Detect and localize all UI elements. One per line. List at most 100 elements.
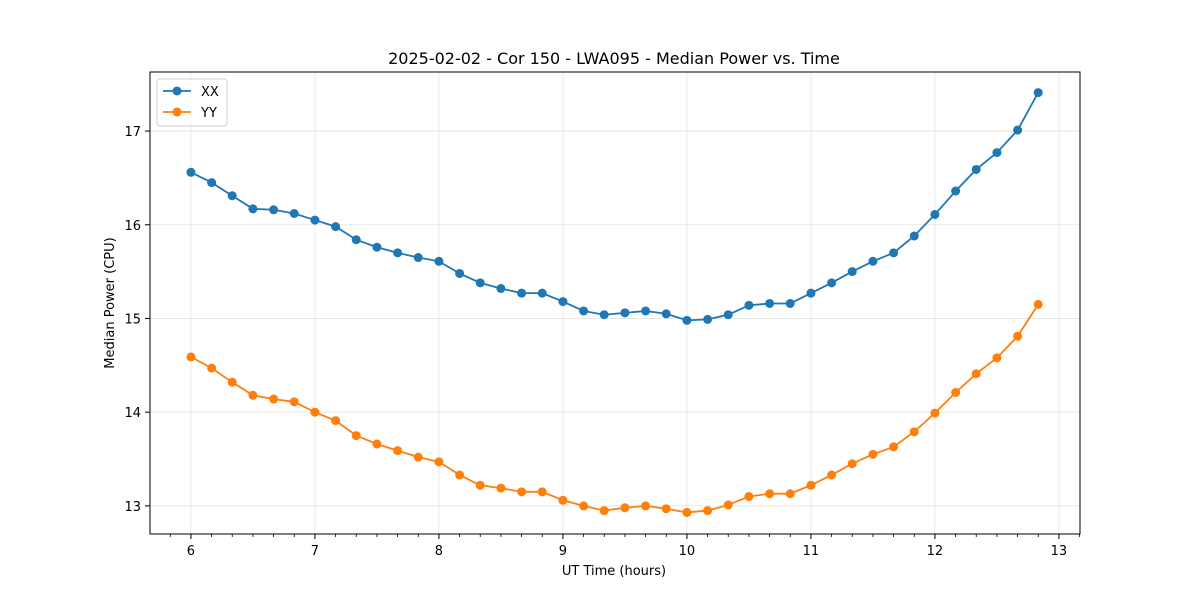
data-point-yy (661, 504, 671, 514)
x-tick-label: 11 (803, 544, 820, 559)
y-axis-label: Median Power (CPU) (103, 237, 118, 368)
data-point-yy (248, 390, 258, 400)
data-point-yy (372, 439, 382, 449)
data-point-xx (806, 288, 816, 298)
data-point-yy (951, 387, 961, 397)
data-point-yy (806, 480, 816, 490)
data-point-yy (744, 492, 754, 502)
data-point-yy (227, 377, 237, 387)
data-point-xx (971, 164, 981, 174)
data-point-xx (1013, 125, 1023, 135)
data-point-yy (703, 506, 713, 516)
data-point-xx (682, 315, 692, 325)
data-point-xx (207, 178, 217, 188)
data-point-xx (599, 310, 609, 320)
data-point-xx (641, 306, 651, 316)
data-point-xx (620, 308, 630, 318)
data-point-yy (207, 363, 217, 373)
data-point-xx (992, 148, 1002, 158)
data-point-yy (641, 501, 651, 511)
data-point-xx (248, 204, 258, 214)
legend: XX YY (156, 78, 228, 127)
data-point-xx (558, 297, 568, 307)
x-tick-label: 6 (187, 544, 195, 559)
data-point-yy (393, 446, 403, 456)
series-layer (186, 88, 1043, 517)
data-point-xx (723, 310, 733, 320)
data-point-yy (599, 506, 609, 516)
x-tick-label: 12 (927, 544, 944, 559)
legend-marker-yy (172, 107, 182, 117)
x-tick-label: 7 (311, 544, 319, 559)
data-point-xx (413, 253, 423, 263)
data-point-xx (909, 231, 919, 241)
data-point-xx (785, 298, 795, 308)
data-point-yy (765, 489, 775, 499)
data-point-yy (434, 457, 444, 467)
data-point-xx (951, 186, 961, 196)
data-point-yy (475, 480, 485, 490)
x-axis-label: UT Time (hours) (562, 564, 666, 579)
data-point-xx (1033, 88, 1043, 98)
data-point-yy (269, 394, 279, 404)
data-point-yy (847, 459, 857, 469)
data-point-xx (537, 288, 547, 298)
x-tick-label: 8 (435, 544, 443, 559)
data-point-yy (289, 397, 299, 407)
x-tick-label: 13 (1051, 544, 1068, 559)
data-point-yy (351, 431, 361, 441)
data-point-xx (517, 288, 527, 298)
data-point-yy (1033, 299, 1043, 309)
y-tick-label: 17 (124, 125, 141, 140)
data-point-xx (455, 268, 465, 278)
data-point-xx (661, 309, 671, 319)
data-point-yy (827, 470, 837, 480)
data-point-xx (703, 314, 713, 324)
data-point-xx (847, 267, 857, 277)
data-point-yy (558, 495, 568, 505)
data-point-yy (992, 353, 1002, 363)
data-point-xx (827, 278, 837, 288)
data-point-xx (310, 215, 320, 225)
data-point-xx (765, 298, 775, 308)
data-point-yy (1013, 331, 1023, 341)
chart-title: 2025-02-02 - Cor 150 - LWA095 - Median P… (388, 49, 840, 68)
x-tick-label: 10 (679, 544, 696, 559)
data-point-xx (475, 278, 485, 288)
data-point-xx (372, 242, 382, 252)
data-point-xx (393, 248, 403, 258)
data-point-yy (930, 408, 940, 418)
y-tick-label: 14 (124, 406, 141, 421)
y-tick-label: 16 (124, 219, 141, 234)
legend-label-xx: XX (201, 85, 219, 100)
data-point-xx (351, 235, 361, 245)
data-point-xx (186, 167, 196, 177)
data-point-yy (785, 489, 795, 499)
data-point-xx (269, 205, 279, 215)
data-point-xx (434, 256, 444, 266)
data-point-xx (744, 300, 754, 310)
data-point-yy (186, 352, 196, 362)
data-point-xx (868, 256, 878, 266)
legend-label-yy: YY (200, 106, 217, 121)
data-point-yy (579, 501, 589, 511)
data-point-yy (517, 487, 527, 497)
legend-marker-xx (172, 86, 182, 96)
data-point-xx (930, 209, 940, 219)
data-point-yy (889, 442, 899, 452)
data-point-yy (331, 416, 341, 426)
data-point-xx (889, 248, 899, 258)
grid-layer (150, 72, 1080, 534)
data-point-xx (579, 306, 589, 316)
y-tick-label: 13 (124, 500, 141, 515)
data-point-yy (909, 427, 919, 437)
tick-layer: 6 7 8 9 10 11 12 13 13 14 15 16 17 (124, 125, 1080, 559)
data-point-yy (971, 369, 981, 379)
data-point-yy (682, 507, 692, 517)
data-point-yy (620, 503, 630, 513)
y-tick-label: 15 (124, 312, 141, 327)
data-point-xx (331, 222, 341, 232)
data-point-yy (496, 483, 506, 493)
data-point-yy (310, 407, 320, 417)
